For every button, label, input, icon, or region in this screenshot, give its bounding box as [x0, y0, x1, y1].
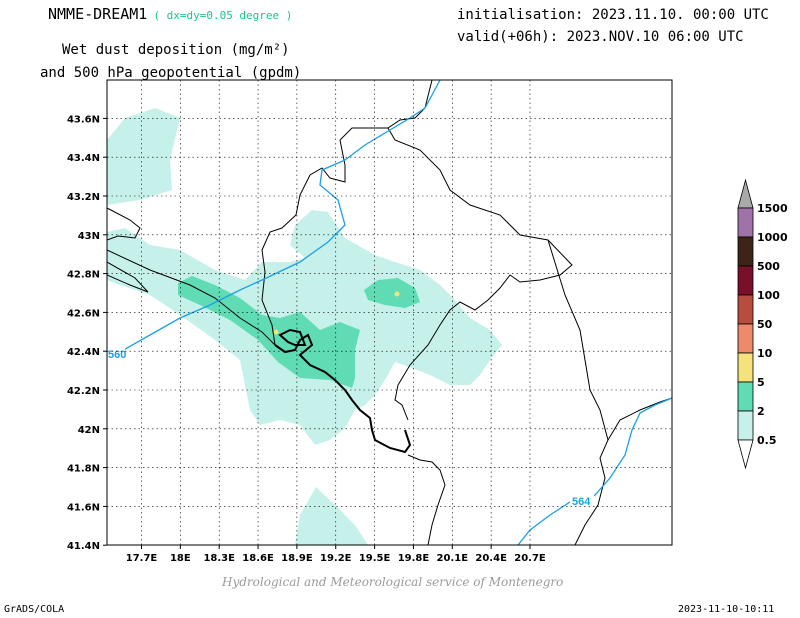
contour-labels: 560 564: [107, 346, 594, 508]
legend-arrow-bottom: [737, 439, 754, 470]
montenegro-coast: [274, 328, 412, 454]
deposition-field-light-south: [295, 487, 368, 545]
lat-label: 43N: [78, 231, 100, 242]
deposition-fields: [107, 108, 502, 545]
lon-label: 20.1E: [437, 553, 469, 564]
legend-swatch: [737, 207, 754, 238]
legend-swatch: [737, 236, 754, 267]
model-name: NMME-DREAM1: [48, 5, 148, 23]
legend-label: 500: [757, 260, 780, 273]
color-legend: 1500 1000 500 100 50 10 5 2 0.5: [737, 178, 788, 470]
contour-label-560: 560: [108, 349, 126, 361]
map-frame: [106, 79, 673, 546]
lon-label: 20.7E: [514, 553, 546, 564]
contour-label-564: 564: [572, 496, 591, 508]
legend-label: 1000: [757, 231, 788, 244]
footer-software: GrADS/COLA: [4, 604, 65, 615]
footer-timestamp: 2023-11-10-10:11: [678, 604, 775, 615]
coastline-croatia: [107, 249, 276, 346]
variable-title-line2: and 500 hPa geopotential (gpdm): [40, 65, 302, 81]
geopotential-contours: [107, 80, 672, 545]
initialisation-time: initialisation: 2023.11.10. 00:00 UTC: [457, 7, 769, 23]
deposition-field-medium-coast: [178, 276, 360, 388]
lon-label: 19.8E: [398, 553, 430, 564]
border-albania-coast: [407, 454, 446, 545]
lat-label: 42.8N: [67, 270, 100, 281]
lat-label: 42.6N: [67, 308, 100, 319]
legend-swatch: [737, 323, 754, 354]
lon-label: 20.4E: [475, 553, 507, 564]
legend-swatch: [737, 410, 754, 441]
legend-arrow-top: [737, 178, 754, 209]
valid-time: valid(+06h): 2023.NOV.10 06:00 UTC: [457, 29, 744, 45]
deposition-spot-5b: [394, 291, 400, 297]
legend-label: 2: [757, 405, 765, 418]
lat-label: 41.6N: [67, 502, 100, 513]
contour-560: [107, 80, 441, 359]
axis-ticks: [103, 117, 531, 549]
lon-label: 19.5E: [359, 553, 391, 564]
lon-label: 18E: [170, 553, 191, 564]
border-kosovo-albania: [547, 239, 609, 545]
lat-label: 43.4N: [67, 153, 100, 164]
latitude-labels: 43.6N 43.4N 43.2N 43N 42.8N 42.6N 42.4N 42.2N 42…: [67, 114, 100, 552]
border-bosnia-croatia: [107, 207, 141, 241]
legend-swatch: [737, 352, 754, 383]
lat-label: 43.6N: [67, 114, 100, 125]
deposition-field-medium-inland: [364, 278, 420, 308]
graticule: [107, 80, 672, 545]
model-title: NMME-DREAM1 ( dx=dy=0.05 degree ): [48, 5, 292, 23]
legend-label: 50: [757, 318, 773, 331]
lat-label: 42N: [78, 425, 100, 436]
lon-label: 18.6E: [242, 553, 274, 564]
legend-label: 5: [757, 376, 765, 389]
legend-label: 1500: [757, 202, 788, 215]
border-serbia: [387, 127, 573, 421]
border-albania-east: [607, 397, 672, 441]
lon-label: 19.2E: [320, 553, 352, 564]
lat-label: 43.2N: [67, 192, 100, 203]
lon-label: 18.3E: [203, 553, 235, 564]
longitude-labels: 17.7E 18E 18.3E 18.6E 18.9E 19.2E 19.5E 19.8E 20…: [126, 553, 546, 564]
resolution-text: ( dx=dy=0.05 degree ): [153, 9, 293, 22]
legend-swatch: [737, 294, 754, 325]
border-montenegro-west: [261, 80, 433, 346]
legend-label: 100: [757, 289, 780, 302]
legend-label: 0.5: [757, 434, 777, 447]
legend-label: 10: [757, 347, 773, 360]
lat-label: 41.8N: [67, 464, 100, 475]
lat-label: 42.4N: [67, 347, 100, 358]
lon-label: 17.7E: [126, 553, 158, 564]
coastline-borders: [107, 80, 672, 545]
lat-label: 42.2N: [67, 386, 100, 397]
coastline-island: [107, 261, 149, 293]
deposition-spot-5: [273, 329, 279, 335]
lat-label: 41.4N: [67, 541, 100, 552]
contour-564: [517, 397, 672, 545]
footer-credit: Hydrological and Meteorological service …: [222, 575, 564, 589]
legend-swatch: [737, 265, 754, 296]
legend-swatch: [737, 381, 754, 412]
lon-label: 18.9E: [281, 553, 313, 564]
deposition-field-light-nw: [107, 108, 180, 205]
variable-title-line1: Wet dust deposition (mg/m²): [62, 42, 290, 58]
